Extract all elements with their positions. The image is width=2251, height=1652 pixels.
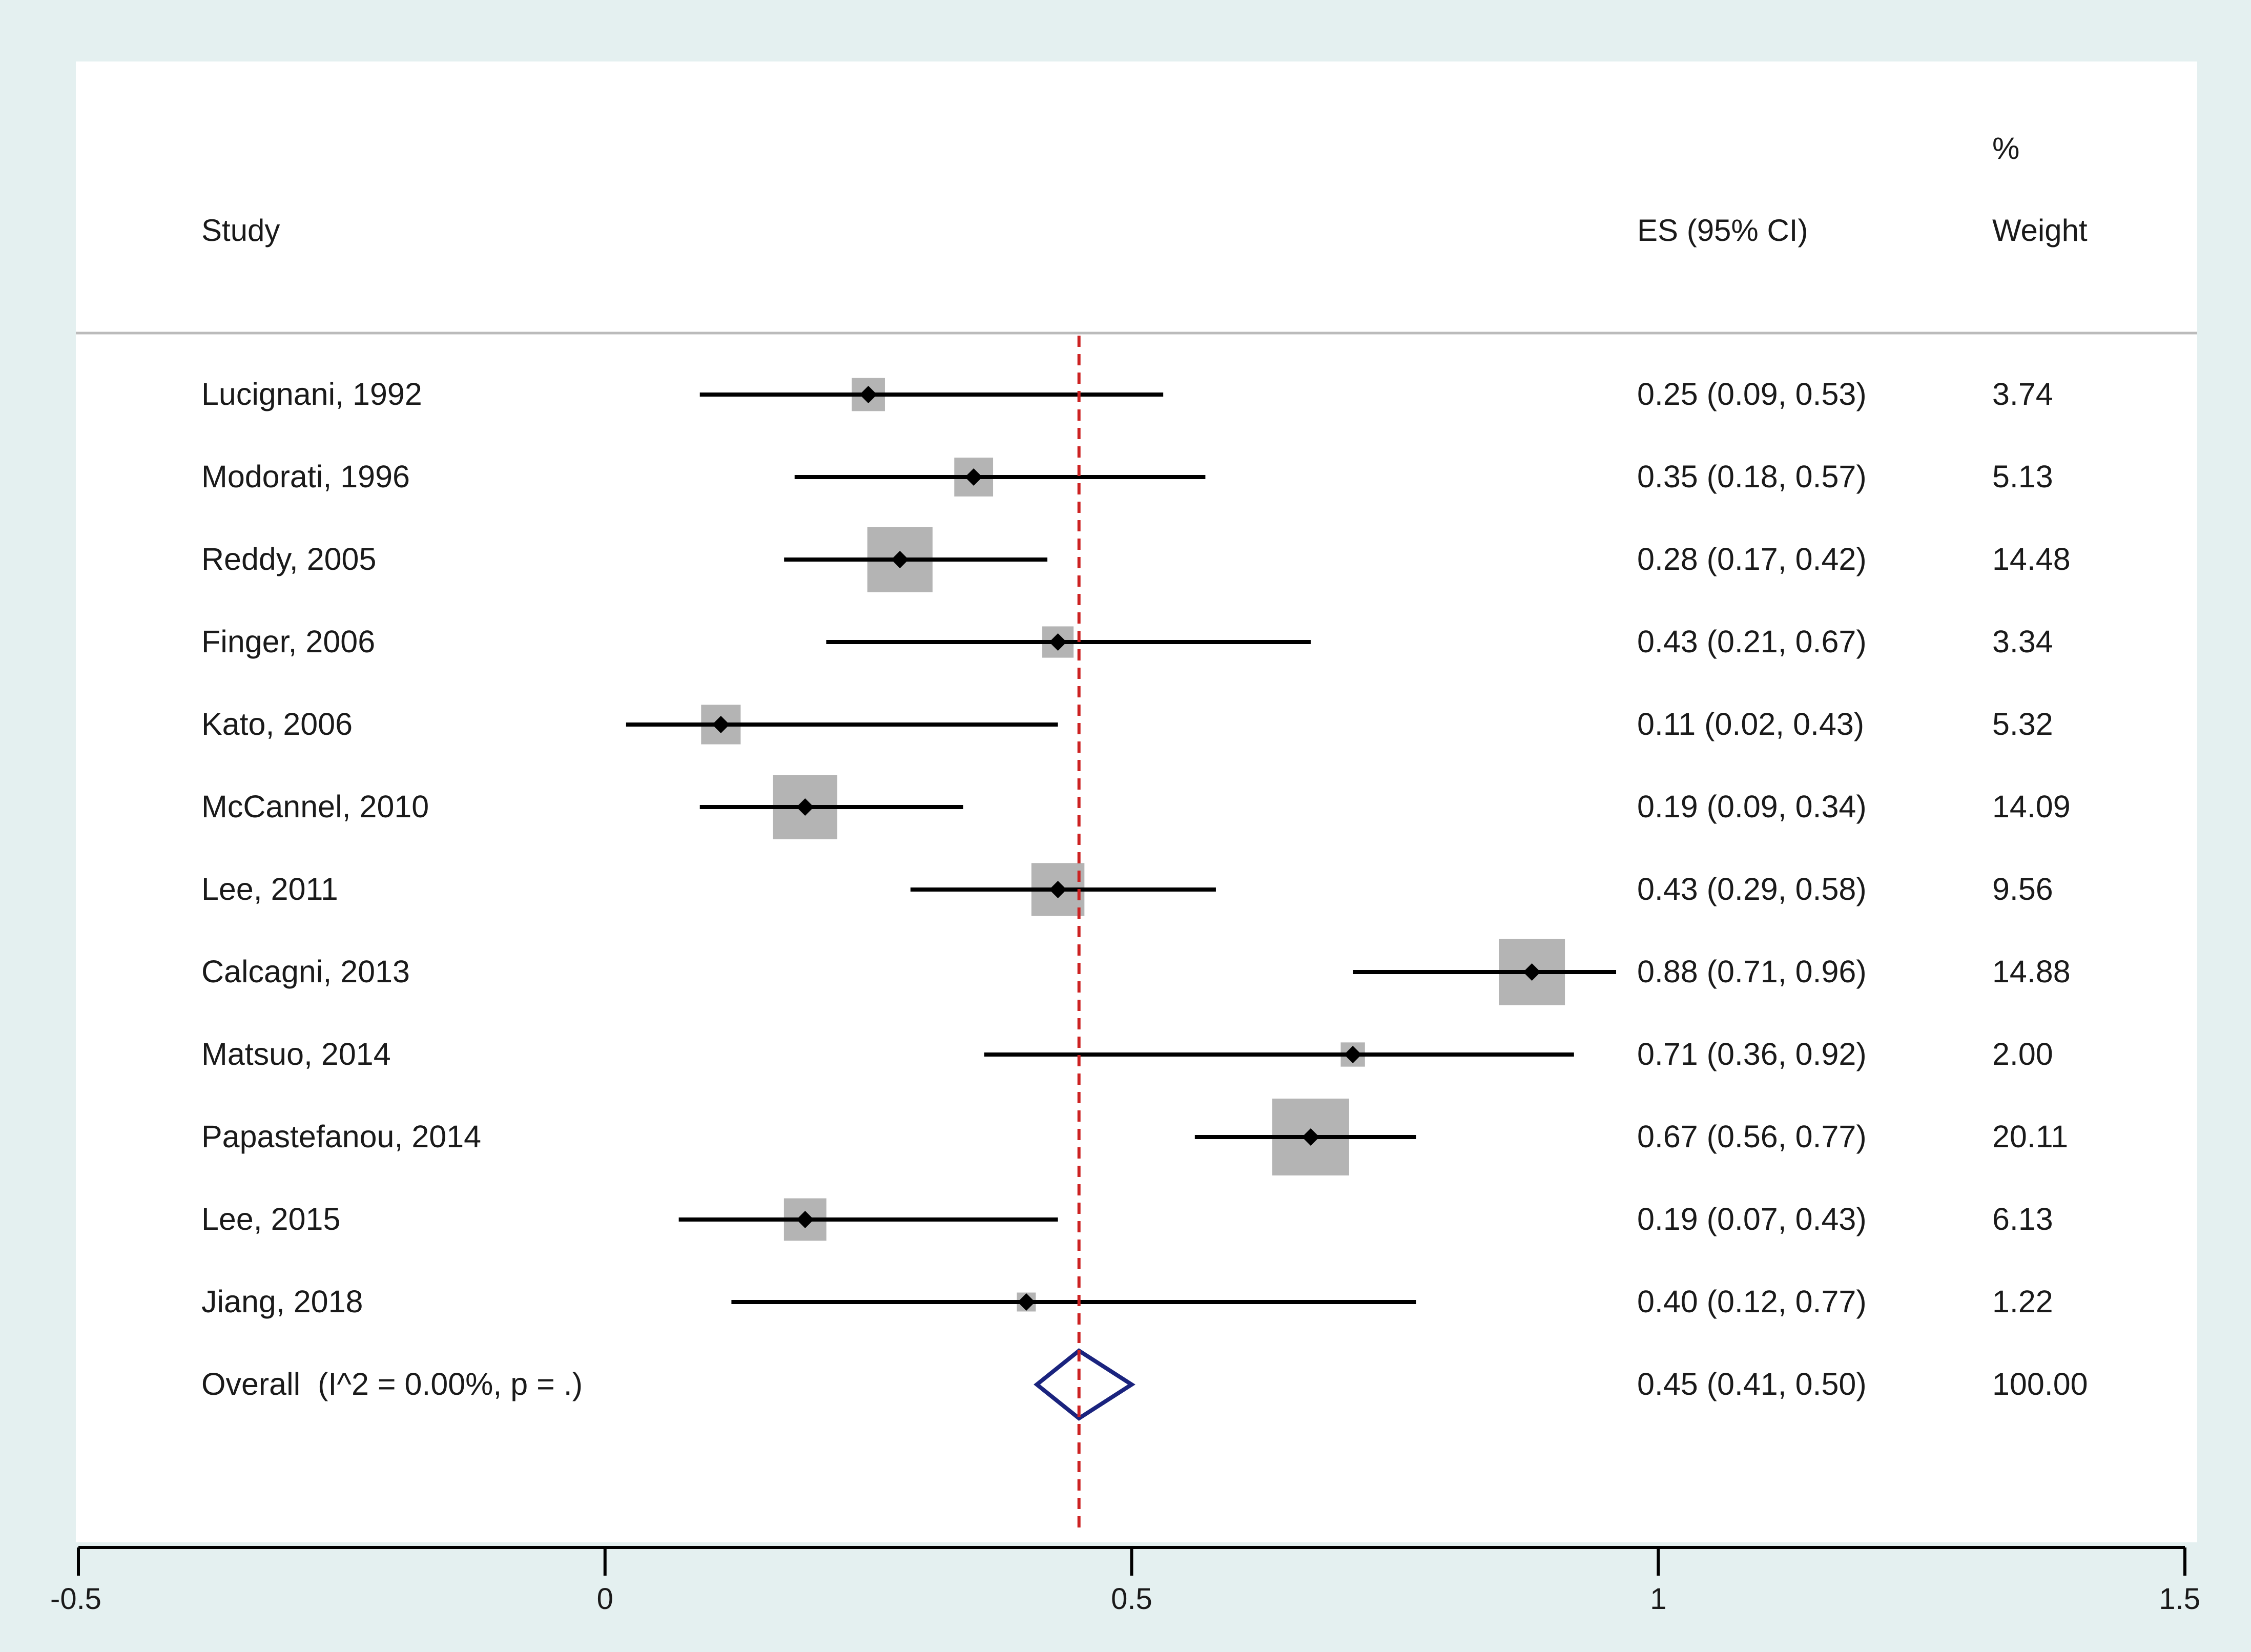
- study-label: Papastefanou, 2014: [201, 1119, 481, 1154]
- effect-size-ci: 0.25 (0.09, 0.53): [1637, 377, 1867, 411]
- study-label: McCannel, 2010: [201, 789, 429, 824]
- study-weight: 2.00: [1992, 1037, 2053, 1071]
- study-label: Reddy, 2005: [201, 542, 376, 576]
- header-es: ES (95% CI): [1637, 213, 1808, 247]
- study-label: Lucignani, 1992: [201, 377, 422, 411]
- study-weight: 20.11: [1992, 1119, 2068, 1154]
- study-label: Lee, 2015: [201, 1202, 340, 1236]
- point-estimate-marker: [1049, 881, 1067, 898]
- study-weight: 14.48: [1992, 542, 2071, 576]
- point-estimate-marker: [796, 1211, 814, 1228]
- x-tick-label: 1: [1650, 1582, 1666, 1616]
- effect-size-ci: 0.35 (0.18, 0.57): [1637, 459, 1867, 494]
- point-estimate-marker: [965, 468, 983, 486]
- study-row: Lucignani, 1992 0.25 (0.09, 0.53) 3.74: [201, 377, 2053, 411]
- overall-diamond: [1034, 1348, 1135, 1421]
- overall-effect-size-ci: 0.45 (0.41, 0.50): [1637, 1367, 1867, 1401]
- effect-size-ci: 0.43 (0.21, 0.67): [1637, 624, 1867, 659]
- overall-row: Overall (I^2 = 0.00%, p = .) 0.45 (0.41, …: [201, 1348, 2088, 1421]
- study-row: Jiang, 2018 0.40 (0.12, 0.77) 1.22: [201, 1284, 2053, 1319]
- plot-area: [76, 61, 2197, 1542]
- point-estimate-marker: [859, 386, 877, 403]
- study-weight: 3.34: [1992, 624, 2053, 659]
- study-label: Matsuo, 2014: [201, 1037, 391, 1071]
- effect-size-ci: 0.43 (0.29, 0.58): [1637, 872, 1867, 906]
- study-label: Modorati, 1996: [201, 459, 410, 494]
- study-label: Kato, 2006: [201, 707, 353, 741]
- study-weight: 14.88: [1992, 954, 2071, 989]
- point-estimate-marker: [1017, 1293, 1035, 1311]
- effect-size-ci: 0.88 (0.71, 0.96): [1637, 954, 1867, 989]
- effect-size-ci: 0.11 (0.02, 0.43): [1637, 707, 1864, 741]
- study-row: Reddy, 2005 0.28 (0.17, 0.42) 14.48: [201, 527, 2071, 592]
- overall-weight: 100.00: [1992, 1367, 2088, 1401]
- effect-size-ci: 0.71 (0.36, 0.92): [1637, 1037, 1867, 1071]
- point-estimate-marker: [891, 551, 909, 568]
- x-tick-label: -0.5: [50, 1582, 101, 1616]
- study-weight: 5.13: [1992, 459, 2053, 494]
- study-row: Kato, 2006 0.11 (0.02, 0.43) 5.32: [201, 705, 2053, 745]
- header-weight: Weight: [1992, 213, 2088, 247]
- point-estimate-marker: [1302, 1128, 1319, 1146]
- study-row: Matsuo, 2014 0.71 (0.36, 0.92) 2.00: [201, 1037, 2053, 1071]
- study-weight: 14.09: [1992, 789, 2071, 824]
- point-estimate-marker: [1049, 633, 1067, 651]
- x-axis: -0.5 0 0.5 1 1.5: [50, 1546, 2200, 1616]
- effect-size-ci: 0.67 (0.56, 0.77): [1637, 1119, 1867, 1154]
- study-weight: 3.74: [1992, 377, 2053, 411]
- effect-size-ci: 0.28 (0.17, 0.42): [1637, 542, 1867, 576]
- x-tick-label: 1.5: [2159, 1582, 2200, 1616]
- point-estimate-marker: [796, 798, 814, 816]
- effect-size-ci: 0.40 (0.12, 0.77): [1637, 1284, 1867, 1319]
- point-estimate-marker: [1344, 1046, 1362, 1063]
- header-study: Study: [201, 213, 280, 247]
- study-row: Calcagni, 2013 0.88 (0.71, 0.96) 14.88: [201, 939, 2071, 1005]
- study-label: Lee, 2011: [201, 872, 338, 906]
- study-row: McCannel, 2010 0.19 (0.09, 0.34) 14.09: [201, 775, 2071, 839]
- study-row: Finger, 2006 0.43 (0.21, 0.67) 3.34: [201, 624, 2053, 659]
- study-weight: 6.13: [1992, 1202, 2053, 1236]
- effect-size-ci: 0.19 (0.07, 0.43): [1637, 1202, 1867, 1236]
- study-row: Papastefanou, 2014 0.67 (0.56, 0.77) 20.11: [201, 1099, 2068, 1175]
- study-weight: 1.22: [1992, 1284, 2053, 1319]
- study-weight: 9.56: [1992, 872, 2053, 906]
- study-weight: 5.32: [1992, 707, 2053, 741]
- study-label: Finger, 2006: [201, 624, 375, 659]
- study-row: Lee, 2011 0.43 (0.29, 0.58) 9.56: [201, 863, 2053, 916]
- study-label: Calcagni, 2013: [201, 954, 410, 989]
- x-tick-label: 0: [597, 1582, 613, 1616]
- header-weight-percent: %: [1992, 131, 2019, 166]
- point-estimate-marker: [712, 716, 730, 733]
- overall-label: Overall (I^2 = 0.00%, p = .): [201, 1367, 583, 1401]
- point-estimate-marker: [1523, 963, 1541, 981]
- study-rows: Lucignani, 1992 0.25 (0.09, 0.53) 3.74 Modo…: [201, 377, 2071, 1319]
- study-label: Jiang, 2018: [201, 1284, 363, 1319]
- x-tick-label: 0.5: [1111, 1582, 1152, 1616]
- effect-size-ci: 0.19 (0.09, 0.34): [1637, 789, 1867, 824]
- study-row: Lee, 2015 0.19 (0.07, 0.43) 6.13: [201, 1198, 2053, 1241]
- study-row: Modorati, 1996 0.35 (0.18, 0.57) 5.13: [201, 458, 2053, 497]
